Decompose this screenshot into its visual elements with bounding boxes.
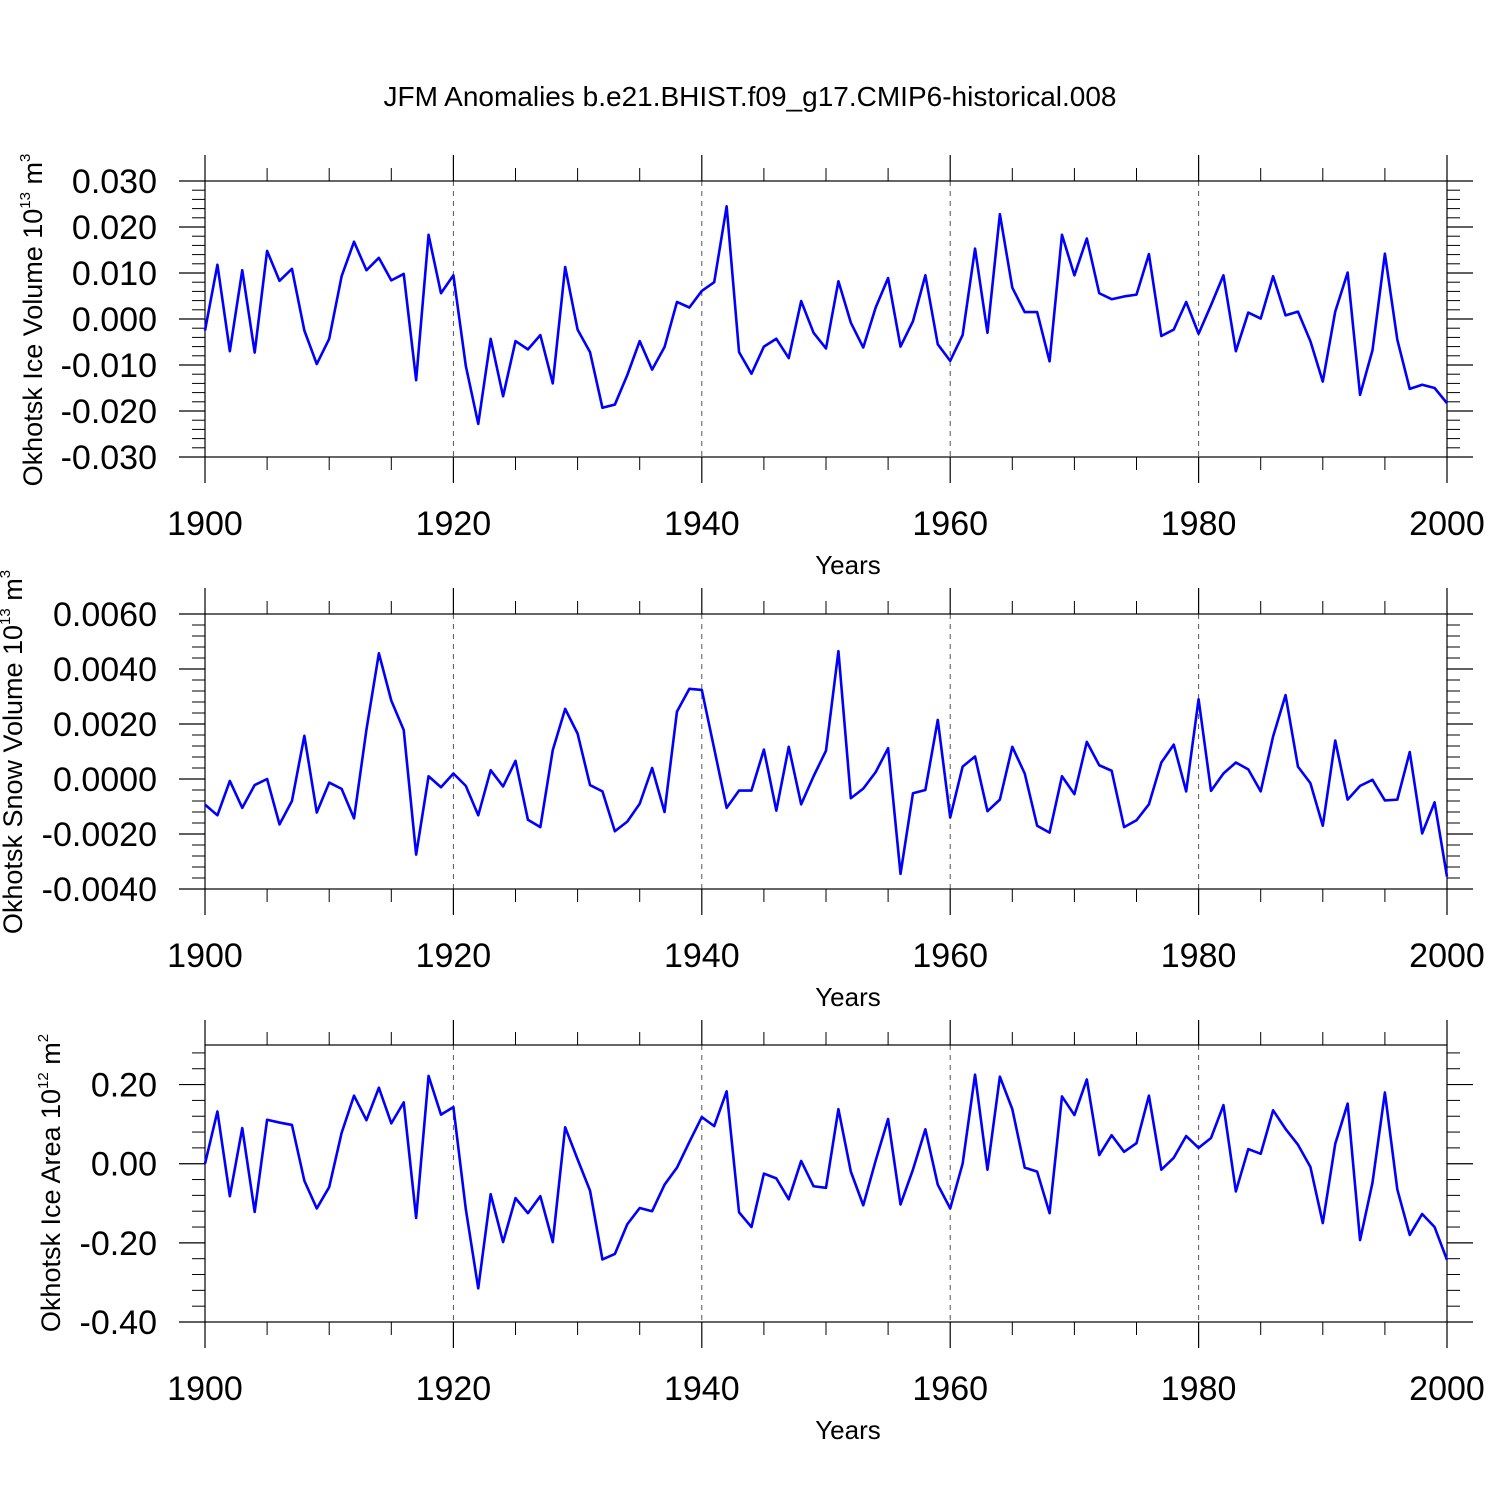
- x-tick-label: 2000: [1409, 505, 1485, 543]
- panel-snow-volume: 1900 1920 1940 1960 1980 2000 0.0060 0.0040 0.00…: [0, 570, 1485, 1012]
- y-tick-label: 0.020: [72, 209, 157, 247]
- x-tick-label: 1900: [167, 505, 243, 543]
- y-tick-label: 0.010: [72, 255, 157, 293]
- y-axis-label-unit: m: [18, 162, 48, 192]
- y-tick-label: 0.20: [91, 1067, 157, 1105]
- y-tick-label: -0.20: [80, 1225, 158, 1263]
- x-tick-label: 1980: [1161, 505, 1237, 543]
- x-tick-label: 2000: [1409, 937, 1485, 975]
- x-tick-label: 1960: [912, 937, 988, 975]
- y-axis-label-exponent: 13: [17, 192, 34, 209]
- x-tick-label: 1920: [416, 937, 492, 975]
- x-axis-label: Years: [815, 1415, 881, 1445]
- y-axis-label-unit-exponent: 3: [0, 570, 14, 578]
- y-axis-label-unit: m: [0, 578, 28, 608]
- y-tick-label: 0.0060: [53, 596, 157, 634]
- y-tick-label: -0.010: [61, 347, 157, 385]
- y-axis-label-unit: m: [36, 1042, 66, 1072]
- y-axis-label: Okhotsk Ice Volume 1013 m3: [17, 154, 48, 487]
- x-tick-label: 1960: [912, 505, 988, 543]
- y-tick-label: -0.0040: [42, 871, 157, 909]
- series-line: [204, 649, 1449, 877]
- y-tick-label: -0.40: [80, 1304, 158, 1342]
- y-tick-label: 0.000: [72, 301, 157, 339]
- y-tick-label: -0.0020: [42, 816, 157, 854]
- x-tick-label: 1980: [1161, 937, 1237, 975]
- y-tick-label: 0.0040: [53, 651, 157, 689]
- x-tick-label: 1940: [664, 937, 740, 975]
- series-line: [203, 1073, 1449, 1290]
- x-axis-label: Years: [815, 982, 881, 1012]
- y-axis-label-exponent: 12: [35, 1072, 52, 1089]
- x-tick-label: 1960: [912, 1370, 988, 1408]
- x-tick-label: 1900: [167, 1370, 243, 1408]
- y-axis-label-unit-exponent: 3: [17, 154, 34, 162]
- y-tick-label: -0.030: [61, 439, 157, 477]
- series-line: [203, 205, 1449, 426]
- panel-ice-area: 1900 1920 1940 1960 1980 2000 0.20 0.00 -0.20 -0.…: [35, 1020, 1485, 1445]
- x-tick-label: 1920: [416, 505, 492, 543]
- y-axis-label-text: Okhotsk Snow Volume 10: [0, 625, 28, 934]
- y-tick-label: 0.0000: [53, 761, 157, 799]
- y-tick-label: 0.030: [72, 163, 157, 201]
- panel-ice-volume: 1900 1920 1940 1960 1980 2000 0.030 0.020 0.010 0…: [17, 154, 1485, 580]
- y-axis-label-unit-exponent: 2: [35, 1034, 52, 1042]
- x-tick-label: 1900: [167, 937, 243, 975]
- y-tick-label: 0.00: [91, 1146, 157, 1184]
- y-tick-label: -0.020: [61, 393, 157, 431]
- x-axis-label: Years: [815, 550, 881, 580]
- y-axis-label: Okhotsk Snow Volume 1013 m3: [0, 570, 28, 934]
- x-tick-label: 1940: [664, 505, 740, 543]
- y-axis-label-text: Okhotsk Ice Area 10: [36, 1089, 66, 1332]
- y-tick-label: 0.0020: [53, 706, 157, 744]
- x-tick-label: 1980: [1161, 1370, 1237, 1408]
- x-tick-label: 2000: [1409, 1370, 1485, 1408]
- figure-title: JFM Anomalies b.e21.BHIST.f09_g17.CMIP6-…: [383, 81, 1116, 112]
- y-axis-label-text: Okhotsk Ice Volume 10: [18, 209, 48, 487]
- y-axis-label: Okhotsk Ice Area 1012 m2: [35, 1034, 66, 1332]
- x-tick-label: 1920: [416, 1370, 492, 1408]
- x-tick-label: 1940: [664, 1370, 740, 1408]
- y-axis-label-exponent: 13: [0, 608, 14, 625]
